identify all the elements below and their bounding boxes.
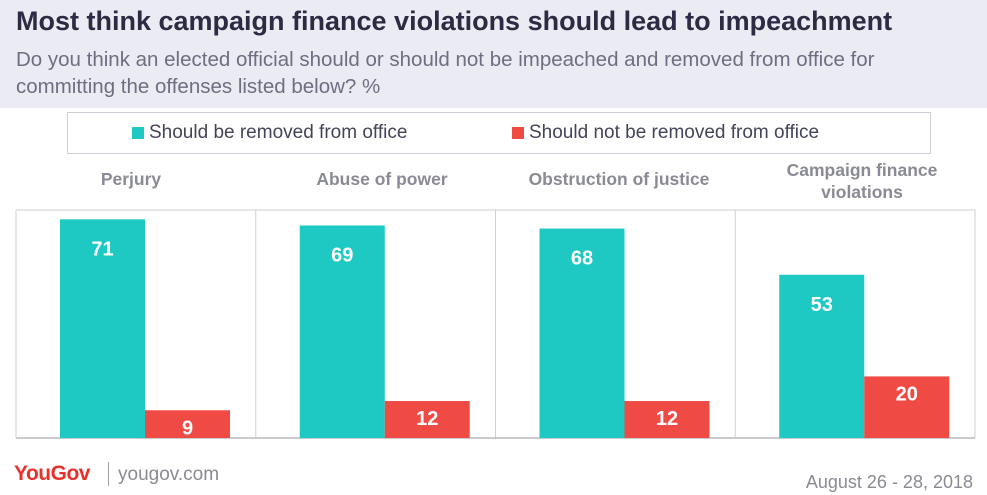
bar-obstruction-of-justice-not-removed (624, 401, 710, 438)
bar-abuse-of-power-removed (299, 225, 385, 438)
data-label-perjury-not-removed: 9 (182, 417, 193, 439)
data-label-obstruction-of-justice-removed: 68 (571, 248, 593, 270)
legend-item-not-removed: Should not be removed from office (512, 122, 819, 144)
bar-obstruction-of-justice-removed (539, 228, 625, 438)
legend-swatch-not-removed (512, 127, 524, 139)
yougov-logo: YouGov (14, 462, 90, 485)
bar-perjury-not-removed (145, 410, 230, 438)
legend-swatch-removed (132, 127, 144, 139)
category-label-campaign-finance-violations: Campaign finance violations (786, 160, 938, 202)
legend: Should be removed from office Should not… (67, 112, 931, 154)
footer-url: yougov.com (118, 464, 220, 485)
data-label-campaign-finance-violations-removed: 53 (811, 294, 833, 316)
legend-label-removed: Should be removed from office (149, 122, 408, 143)
chart-subtitle: Do you think an elected official should … (16, 48, 875, 98)
header-band: Most think campaign finance violations s… (0, 0, 987, 108)
category-label-perjury: Perjury (100, 169, 162, 189)
survey-date: August 26 - 28, 2018 (805, 472, 973, 492)
data-label-obstruction-of-justice-not-removed: 12 (656, 408, 678, 430)
chart-title: Most think campaign finance violations s… (16, 6, 893, 36)
data-label-perjury-removed: 71 (91, 238, 113, 260)
category-label-obstruction-of-justice: Obstruction of justice (528, 169, 710, 189)
data-label-abuse-of-power-not-removed: 12 (416, 408, 438, 430)
bar-abuse-of-power-not-removed (384, 401, 470, 438)
category-label-abuse-of-power: Abuse of power (316, 169, 448, 189)
legend-item-removed: Should be removed from office (132, 122, 407, 144)
data-label-campaign-finance-violations-not-removed: 20 (896, 383, 918, 405)
bar-perjury-removed (60, 219, 145, 438)
data-label-abuse-of-power-removed: 69 (331, 244, 353, 266)
bar-campaign-finance-violations-not-removed (864, 376, 950, 438)
bar-campaign-finance-violations-removed (779, 274, 865, 438)
legend-label-not-removed: Should not be removed from office (529, 122, 820, 143)
footer-divider (108, 462, 109, 486)
